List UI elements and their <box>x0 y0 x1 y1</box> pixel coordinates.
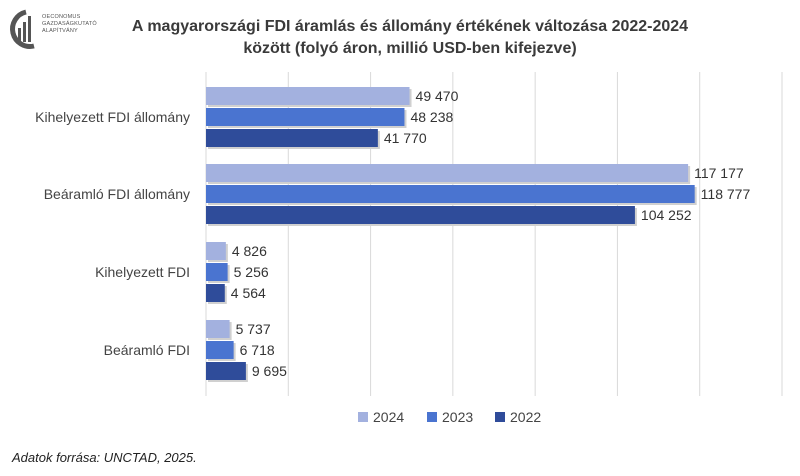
bar <box>206 108 405 126</box>
data-label: 6 718 <box>240 342 275 358</box>
bar <box>206 206 635 224</box>
bar <box>206 263 228 281</box>
chart-title: A magyarországi FDI áramlás és állomány … <box>110 16 710 60</box>
bar <box>206 362 246 380</box>
bar <box>206 242 226 260</box>
source-note: Adatok forrása: UNCTAD, 2025. <box>12 450 197 465</box>
legend-label: 2022 <box>510 409 541 425</box>
bar <box>206 284 225 302</box>
category-label: Beáramló FDI állomány <box>44 186 190 202</box>
data-label: 4 564 <box>231 285 266 301</box>
bar <box>206 129 378 147</box>
bar <box>206 320 230 338</box>
legend-swatch <box>358 412 368 422</box>
logo-line-3: ALAPÍTVÁNY <box>42 28 78 34</box>
logo-text: OECONOMUS GAZDASÁGKUTATÓ ALAPÍTVÁNY <box>42 14 97 35</box>
chart-title-line-1: A magyarországi FDI áramlás és állomány … <box>131 18 689 35</box>
legend-swatch <box>427 412 437 422</box>
logo-icon <box>10 9 35 49</box>
category-label: Kihelyezett FDI állomány <box>35 109 190 125</box>
bar <box>206 164 689 182</box>
bar <box>206 341 234 359</box>
legend-swatch <box>495 412 505 422</box>
data-label: 5 256 <box>234 264 269 280</box>
legend-label: 2023 <box>442 409 473 425</box>
data-label: 104 252 <box>641 207 692 223</box>
bar <box>206 185 695 203</box>
data-label: 49 470 <box>416 88 459 104</box>
category-label: Kihelyezett FDI <box>95 264 190 280</box>
chart-title-line-2: között (folyó áron, millió USD-ben kifej… <box>243 40 577 57</box>
data-label: 118 777 <box>701 186 751 202</box>
bar <box>206 87 410 105</box>
data-label: 9 695 <box>252 363 287 379</box>
legend-label: 2024 <box>373 409 404 425</box>
data-label: 41 770 <box>384 130 427 146</box>
logo: OECONOMUS GAZDASÁGKUTATÓ ALAPÍTVÁNY <box>4 6 124 56</box>
logo-line-2: GAZDASÁGKUTATÓ <box>42 21 97 27</box>
category-label: Beáramló FDI <box>104 342 190 358</box>
logo-line-1: OECONOMUS <box>42 14 81 20</box>
data-label: 48 238 <box>410 109 453 125</box>
data-label: 117 177 <box>694 165 744 181</box>
data-label: 4 826 <box>232 243 267 259</box>
data-label: 5 737 <box>236 321 271 337</box>
